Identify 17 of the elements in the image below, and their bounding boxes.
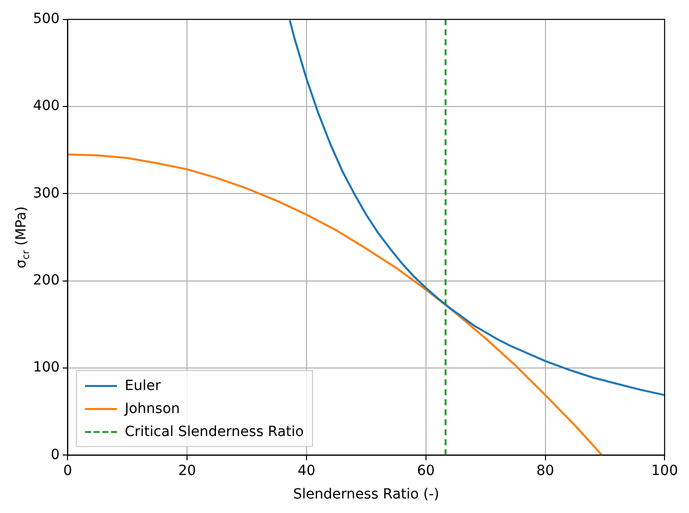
y-tick-label: 100 <box>32 360 60 376</box>
x-tick-label: 80 <box>536 463 554 480</box>
y-tick-label: 200 <box>32 272 60 289</box>
legend-label: Critical Slenderness Ratio <box>124 424 304 440</box>
y-axis-title: σcr (MPa) <box>14 206 32 268</box>
x-tick-label: 20 <box>178 463 196 480</box>
legend-label: Johnson <box>124 400 180 417</box>
y-tick-label: 500 <box>32 11 60 28</box>
legend-label: Euler <box>124 378 161 394</box>
x-axis-title: Slenderness Ratio (-) <box>293 486 440 503</box>
x-tick-label: 0 <box>63 463 72 480</box>
x-tick-label: 60 <box>416 463 435 480</box>
y-tick-label: 300 <box>32 185 60 202</box>
y-tick-label: 400 <box>32 98 60 114</box>
y-tick-label: 0 <box>50 446 60 463</box>
x-tick-label: 40 <box>298 463 316 480</box>
x-tick-label: 100 <box>651 463 678 480</box>
